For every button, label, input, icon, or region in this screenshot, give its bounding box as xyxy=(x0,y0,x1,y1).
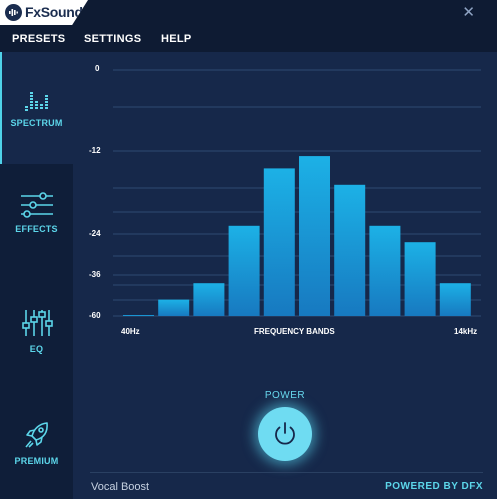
y-tick-label: 0 xyxy=(95,64,100,73)
menu-settings[interactable]: SETTINGS xyxy=(84,33,142,45)
sidebar-item-label: EFFECTS xyxy=(15,224,58,234)
spectrum-bar xyxy=(404,242,436,316)
sidebar-item-eq[interactable]: EQ xyxy=(0,308,73,378)
y-tick-label: -60 xyxy=(89,311,101,320)
spectrum-bar xyxy=(299,156,330,316)
app-name: FxSound xyxy=(25,4,83,20)
power-icon xyxy=(275,422,295,445)
sidebar: SPECTRUM EFFECTS EQ xyxy=(0,52,73,499)
main-panel: 0 -12 -24 -36 -60 40Hz FREQUENCY BANDS 1… xyxy=(73,52,497,499)
spectrum-bar xyxy=(439,283,471,316)
spectrum-bar xyxy=(123,315,154,316)
sidebar-item-label: SPECTRUM xyxy=(10,118,63,128)
sidebar-item-label: PREMIUM xyxy=(14,456,59,466)
active-indicator xyxy=(0,52,2,164)
sidebar-item-effects[interactable]: EFFECTS xyxy=(0,192,73,262)
x-end-label: 14kHz xyxy=(454,327,478,336)
spectrum-bar xyxy=(193,283,225,316)
y-tick-label: -24 xyxy=(89,229,101,238)
fxsound-logo-icon xyxy=(5,4,22,21)
x-axis-label: FREQUENCY BANDS xyxy=(254,327,335,336)
title-bar: FxSound ✕ xyxy=(0,0,497,25)
sliders-vertical-icon xyxy=(21,310,53,336)
spectrum-bar xyxy=(228,225,260,316)
footer-divider xyxy=(90,472,483,473)
power-label: POWER xyxy=(264,390,306,401)
y-tick-label: -12 xyxy=(89,146,101,155)
menu-bar: PRESETS SETTINGS HELP xyxy=(0,25,497,52)
sliders-horizontal-icon xyxy=(20,192,53,218)
sidebar-item-premium[interactable]: PREMIUM xyxy=(0,420,73,490)
sidebar-item-spectrum[interactable]: SPECTRUM xyxy=(0,52,73,164)
spectrum-bar xyxy=(158,299,190,316)
current-preset: Vocal Boost xyxy=(91,481,150,493)
power-button[interactable] xyxy=(258,407,312,461)
sidebar-item-label: EQ xyxy=(29,344,44,354)
powered-by-link[interactable]: POWERED BY DFX xyxy=(385,481,483,492)
menu-presets[interactable]: PRESETS xyxy=(12,33,66,45)
x-start-label: 40Hz xyxy=(121,327,140,336)
y-tick-label: -36 xyxy=(89,270,101,279)
spectrum-bar xyxy=(369,225,401,316)
rocket-icon xyxy=(24,422,48,448)
spectrum-bar xyxy=(263,168,295,316)
spectrum-bar xyxy=(334,184,366,316)
menu-help[interactable]: HELP xyxy=(161,33,192,45)
app-logo: FxSound xyxy=(0,0,88,25)
spectrum-icon xyxy=(24,92,48,111)
close-icon[interactable]: ✕ xyxy=(462,4,475,21)
spectrum-chart xyxy=(113,69,481,317)
